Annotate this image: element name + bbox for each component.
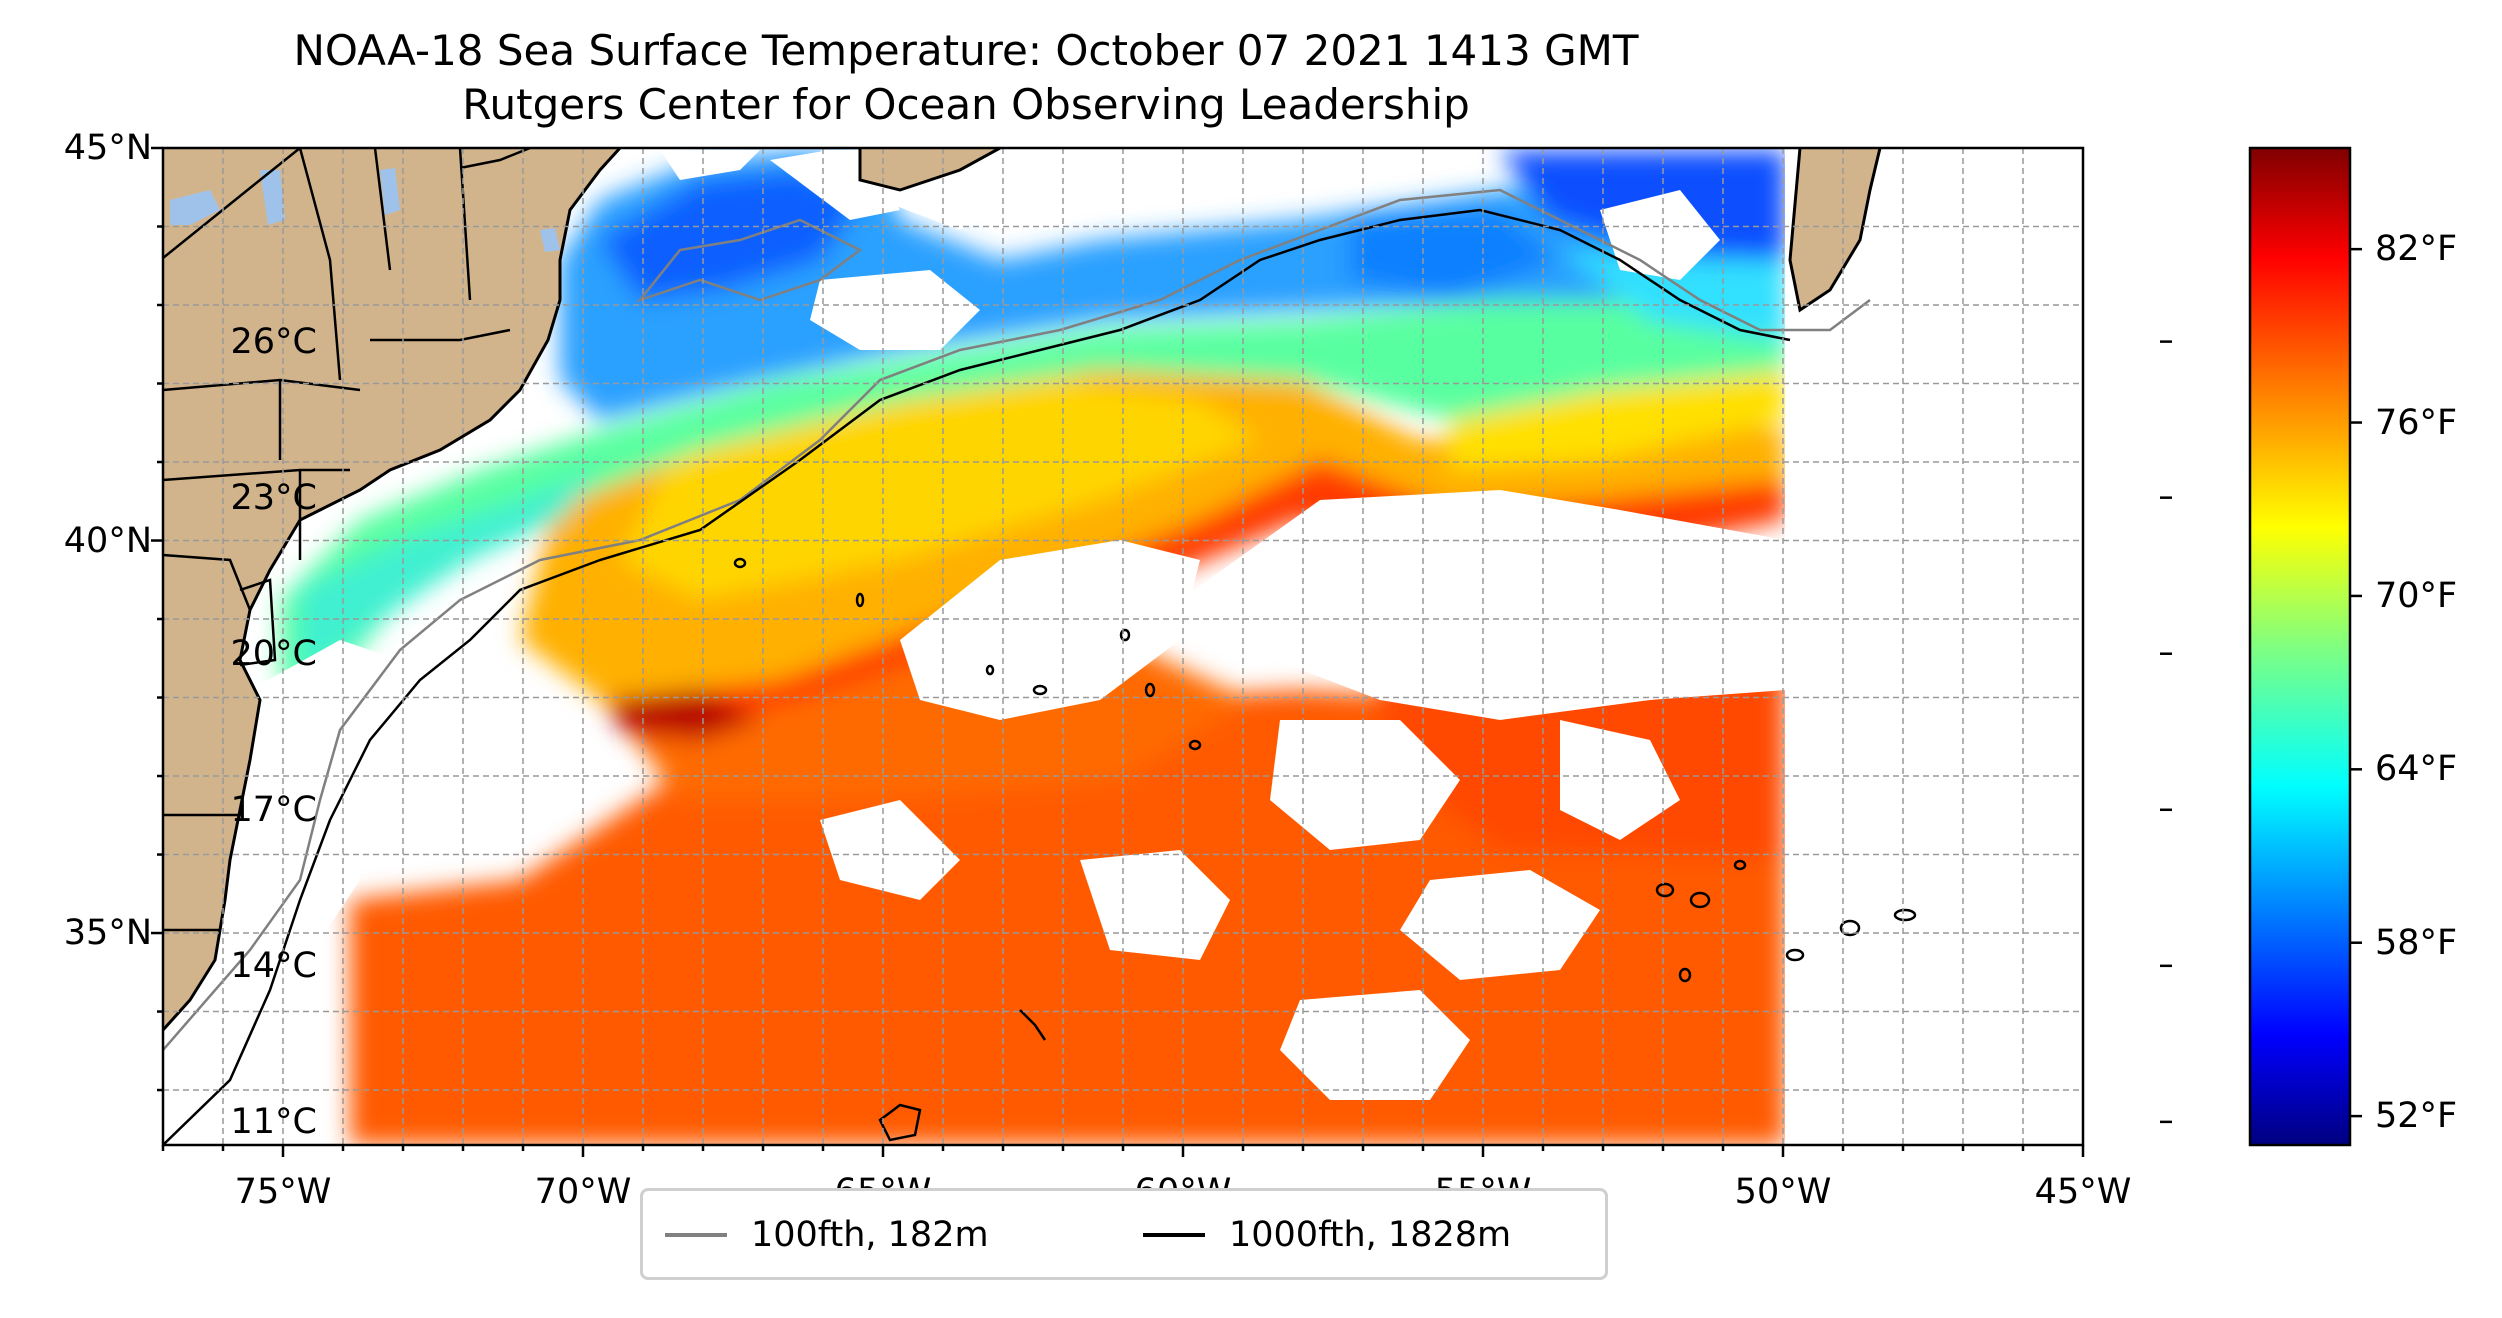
- colorbar-gradient: [2250, 148, 2350, 1145]
- colorbar-ticks: [2160, 247, 2362, 1124]
- isobath-legend: 100fth, 182m 1000fth, 1828m: [640, 1188, 1608, 1280]
- colorbar-label-f: 70°F: [2375, 575, 2458, 616]
- lakes: [170, 168, 560, 252]
- isobath-100fth: [163, 188, 1871, 1051]
- coastline: [163, 148, 1882, 1032]
- colorbar-label-f: 64°F: [2375, 749, 2458, 790]
- cloud-mask: [163, 148, 2083, 1145]
- colorbar-frame: [2248, 146, 2352, 1147]
- colorbar-label-f: 82°F: [2375, 229, 2458, 270]
- land-mass: [163, 148, 1880, 1030]
- legend-label-1000fth: 1000fth, 1828m: [1229, 1215, 1512, 1255]
- colorbar-label-f: 52°F: [2375, 1096, 2458, 1137]
- lat-label: 45°N: [63, 128, 152, 168]
- lon-label: 70°W: [534, 1172, 632, 1212]
- legend-swatch-1000fth: [1143, 1233, 1205, 1237]
- colorbar-label-f: 76°F: [2375, 402, 2458, 443]
- colorbar-label-f: 58°F: [2375, 922, 2458, 963]
- gridlines: [163, 148, 2083, 1145]
- colorbar-label-c: 11°C: [230, 1101, 317, 1142]
- legend-label-100fth: 100fth, 182m: [751, 1215, 989, 1255]
- colorbar-label-c: 14°C: [230, 945, 317, 986]
- chart-subtitle: Rutgers Center for Ocean Observing Leade…: [462, 80, 1470, 129]
- lon-label: 45°W: [2034, 1172, 2132, 1212]
- lat-label: 35°N: [63, 913, 152, 954]
- colorbar-label-c: 23°C: [230, 477, 317, 518]
- lon-label: 75°W: [234, 1172, 332, 1212]
- legend-swatch-100fth: [665, 1233, 727, 1237]
- chart-title: NOAA-18 Sea Surface Temperature: October…: [293, 26, 1639, 75]
- lon-label: 50°W: [1734, 1172, 1832, 1212]
- colorbar-label-c: 17°C: [230, 789, 317, 830]
- seamounts: [733, 557, 1917, 1142]
- colorbar-label-c: 20°C: [230, 633, 317, 674]
- colorbar-label-c: 26°C: [230, 321, 317, 362]
- axis-ticks: [151, 146, 2085, 1157]
- state-borders: [163, 148, 531, 932]
- lat-label: 40°N: [63, 520, 152, 561]
